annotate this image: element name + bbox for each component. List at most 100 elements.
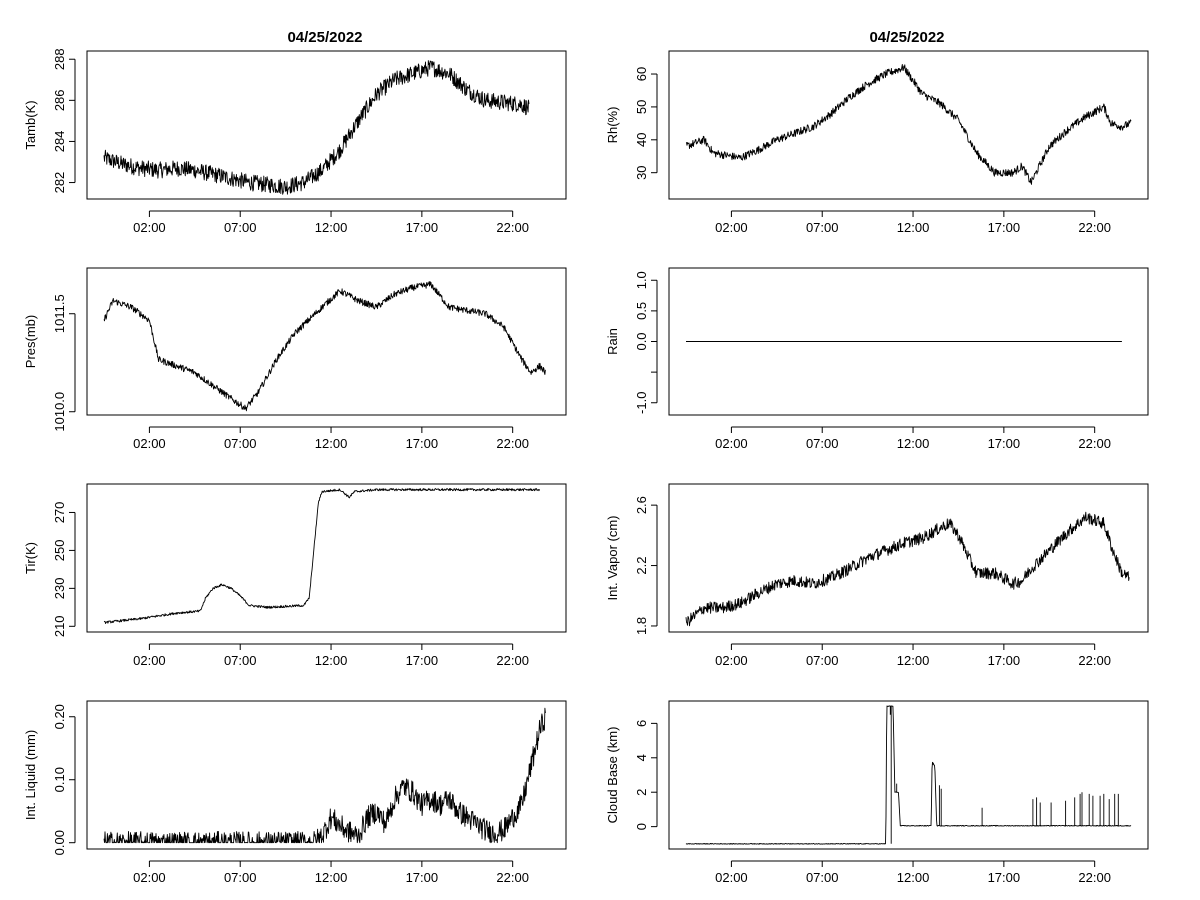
cloud-series-line: [685, 705, 1132, 845]
tamb-panel: 02:00 07:00 12:00 17:00 22:00 282 284 286 288 Tam…: [23, 48, 567, 235]
cloud-y-tick-label: 0: [634, 823, 649, 830]
cloud-x-tick-label: 07:00: [806, 870, 839, 885]
cloud-y-axis-label: Cloud Base (km): [605, 727, 620, 824]
rain-y-axis-label: Rain: [605, 328, 620, 355]
tir-y-tick-label: 270: [52, 502, 67, 524]
liquid-x-tick-label: 07:00: [224, 870, 257, 885]
liquid-y-tick-label: 0.10: [52, 767, 67, 792]
liquid-x-tick-label: 12:00: [315, 870, 348, 885]
vapor-x-tick-label: 22:00: [1078, 653, 1111, 668]
pres-x-tick-label: 17:00: [406, 436, 439, 451]
tir-x-tick-label: 17:00: [406, 653, 439, 668]
tir-y-tick-label: 210: [52, 615, 67, 637]
rh-y-tick-label: 60: [634, 67, 649, 81]
tir-panel: 02:00 07:00 12:00 17:00 22:00 210 230 250 270 Tir…: [23, 483, 567, 668]
liquid-panel: 02:00 07:00 12:00 17:00 22:00 0.00 0.10 0.20 Int…: [23, 700, 567, 885]
liquid-plot-frame: [86, 700, 567, 850]
liquid-y-tick-label: 0.00: [52, 830, 67, 855]
pres-x-tick-label: 22:00: [496, 436, 529, 451]
pres-y-axis-label: Pres(mb): [23, 315, 38, 368]
left-title: 04/25/2022: [287, 29, 362, 46]
liquid-y-axis-label: Int. Liquid (mm): [23, 730, 38, 820]
rain-panel: 02:00 07:00 12:00 17:00 22:00 -1.0 0.0 0.5 1.0 Ra…: [605, 267, 1149, 451]
rh-panel: 02:00 07:00 12:00 17:00 22:00 30 40 50 60 Rh(%): [605, 50, 1149, 235]
vapor-plot-frame: [668, 483, 1149, 633]
rh-y-tick-label: 30: [634, 165, 649, 179]
rain-y-tick-label: 0.5: [634, 302, 649, 320]
rh-y-tick-label: 40: [634, 133, 649, 147]
tir-x-tick-label: 22:00: [496, 653, 529, 668]
tir-y-axis-label: Tir(K): [23, 542, 38, 574]
tamb-x-tick-label: 22:00: [496, 220, 529, 235]
pres-x-tick-label: 02:00: [133, 436, 166, 451]
rain-y-tick-label: 0.0: [634, 332, 649, 350]
rh-y-tick-label: 50: [634, 100, 649, 114]
tamb-x-tick-label: 02:00: [133, 220, 166, 235]
rain-plot-frame: [668, 267, 1149, 416]
tamb-x-tick-label: 07:00: [224, 220, 257, 235]
tamb-y-tick-label: 288: [52, 48, 67, 70]
tir-y-tick-label: 250: [52, 540, 67, 562]
tir-x-tick-label: 07:00: [224, 653, 257, 668]
tamb-y-tick-label: 286: [52, 89, 67, 111]
rain-x-tick-label: 07:00: [806, 436, 839, 451]
vapor-y-tick-label: 2.2: [634, 557, 649, 575]
pres-plot-frame: [86, 267, 567, 416]
cloud-panel: 02:00 07:00 12:00 17:00 22:00 0 2 4 6 Cloud Base …: [605, 700, 1149, 885]
tir-x-tick-label: 12:00: [315, 653, 348, 668]
cloud-x-tick-label: 22:00: [1078, 870, 1111, 885]
tamb-series-line: [103, 60, 530, 195]
rh-x-tick-label: 17:00: [988, 220, 1021, 235]
rh-plot-frame: [668, 50, 1149, 200]
rh-series-line: [685, 63, 1132, 185]
pres-y-tick-label: 1011.5: [52, 294, 67, 333]
rain-x-tick-label: 22:00: [1078, 436, 1111, 451]
liquid-x-tick-label: 02:00: [133, 870, 166, 885]
tamb-y-axis-label: Tamb(K): [23, 100, 38, 149]
rain-x-tick-label: 17:00: [988, 436, 1021, 451]
vapor-panel: 02:00 07:00 12:00 17:00 22:00 1.8 2.2 2.6 Int. V…: [605, 483, 1149, 668]
right-title: 04/25/2022: [869, 29, 944, 46]
pres-x-tick-label: 07:00: [224, 436, 257, 451]
vapor-x-tick-label: 17:00: [988, 653, 1021, 668]
tamb-x-tick-label: 12:00: [315, 220, 348, 235]
tamb-y-tick-label: 284: [52, 131, 67, 153]
pres-x-tick-label: 12:00: [315, 436, 348, 451]
tir-plot-frame: [86, 483, 567, 633]
liquid-series-line: [103, 707, 546, 844]
tamb-plot-frame: [86, 50, 567, 200]
rain-x-tick-label: 02:00: [715, 436, 748, 451]
tir-y-tick-label: 230: [52, 578, 67, 600]
tamb-y-tick-label: 282: [52, 172, 67, 194]
cloud-x-tick-label: 12:00: [897, 870, 930, 885]
cloud-y-tick-label: 4: [634, 754, 649, 761]
rain-x-tick-label: 12:00: [897, 436, 930, 451]
liquid-y-tick-label: 0.20: [52, 704, 67, 729]
cloud-y-tick-label: 2: [634, 789, 649, 796]
rain-y-tick-label: -1.0: [634, 392, 649, 414]
vapor-y-tick-label: 2.6: [634, 496, 649, 514]
vapor-x-tick-label: 07:00: [806, 653, 839, 668]
vapor-x-tick-label: 02:00: [715, 653, 748, 668]
pres-y-tick-label: 1010.0: [52, 392, 67, 432]
liquid-x-tick-label: 17:00: [406, 870, 439, 885]
rain-y-tick-label: 1.0: [634, 271, 649, 289]
tir-x-tick-label: 02:00: [133, 653, 166, 668]
cloud-x-tick-label: 17:00: [988, 870, 1021, 885]
rh-y-axis-label: Rh(%): [605, 107, 620, 144]
vapor-y-tick-label: 1.8: [634, 617, 649, 635]
rh-x-tick-label: 22:00: [1078, 220, 1111, 235]
pres-panel: 02:00 07:00 12:00 17:00 22:00 1010.0 1011.5 Pre…: [23, 267, 567, 451]
rh-x-tick-label: 12:00: [897, 220, 930, 235]
liquid-x-tick-label: 22:00: [496, 870, 529, 885]
cloud-y-tick-label: 6: [634, 720, 649, 727]
rh-x-tick-label: 07:00: [806, 220, 839, 235]
pres-series-line: [103, 280, 546, 412]
tamb-x-tick-label: 17:00: [406, 220, 439, 235]
cloud-plot-frame: [668, 700, 1149, 850]
rh-x-tick-label: 02:00: [715, 220, 748, 235]
vapor-y-axis-label: Int. Vapor (cm): [605, 515, 620, 600]
vapor-x-tick-label: 12:00: [897, 653, 930, 668]
cloud-x-tick-label: 02:00: [715, 870, 748, 885]
